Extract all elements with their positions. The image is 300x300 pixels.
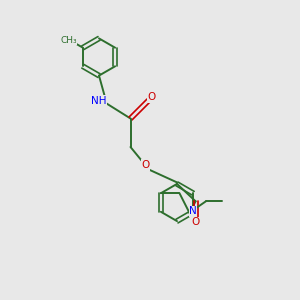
Text: O: O: [141, 160, 150, 170]
Text: O: O: [191, 217, 200, 227]
Text: N: N: [189, 206, 197, 216]
Text: O: O: [147, 92, 156, 103]
Text: NH: NH: [91, 95, 107, 106]
Text: CH₃: CH₃: [60, 36, 77, 45]
